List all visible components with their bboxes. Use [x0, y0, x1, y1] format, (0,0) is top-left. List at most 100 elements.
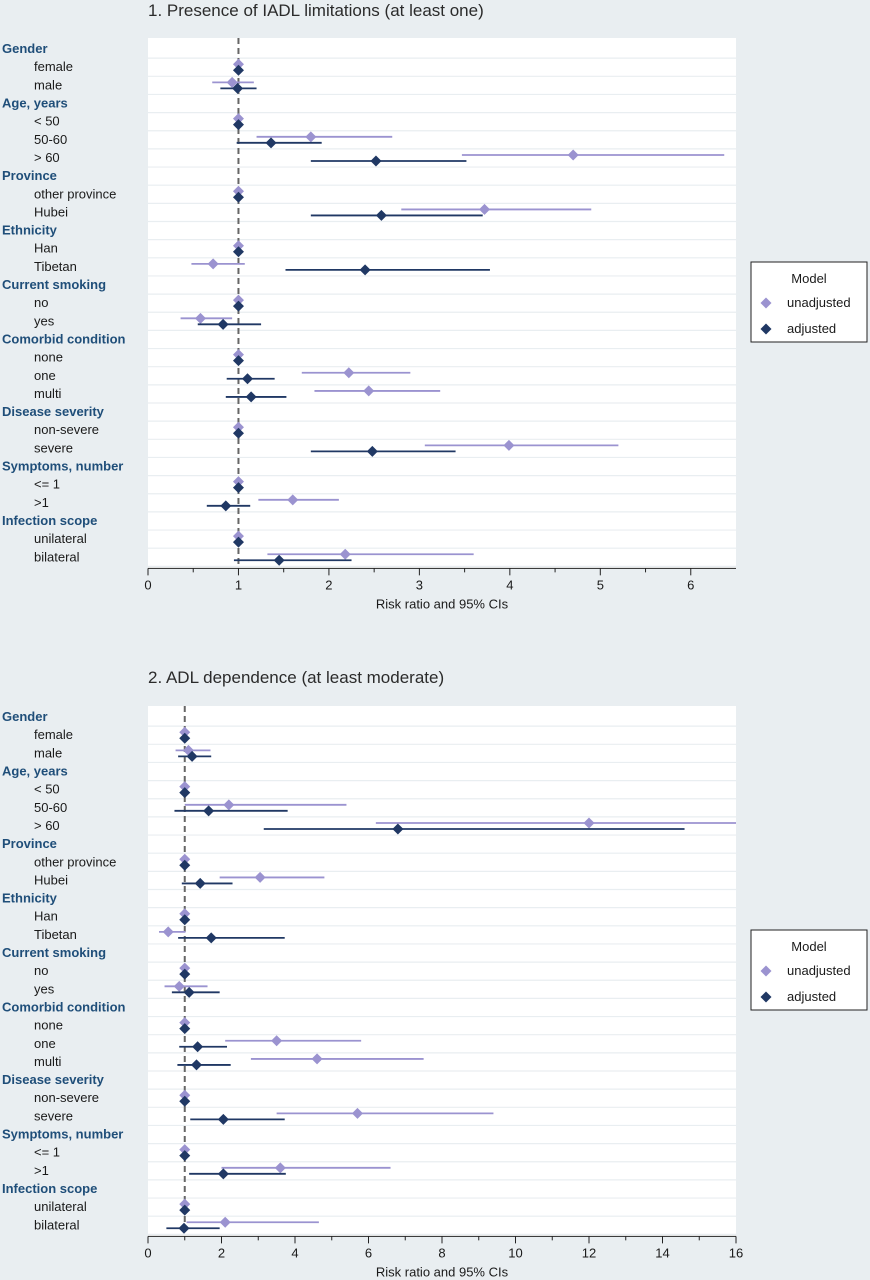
point-adjusted [232, 427, 244, 439]
row-label: yes [34, 981, 55, 996]
point-unadjusted [179, 1017, 191, 1029]
point-adjusted [375, 209, 387, 221]
point-adjusted [232, 300, 244, 312]
group-label: Gender [2, 709, 48, 724]
row-label: female [34, 727, 73, 742]
group-label: Symptoms, number [2, 459, 123, 474]
row-label: Han [34, 909, 58, 924]
point-unadjusted [232, 240, 244, 252]
row-label: < 50 [34, 114, 60, 129]
x-tick-label: 4 [506, 577, 513, 592]
point-unadjusted [162, 926, 174, 938]
row-label: Han [34, 241, 58, 256]
point-unadjusted [583, 817, 595, 829]
row-label: non-severe [34, 422, 99, 437]
point-unadjusted [363, 385, 375, 397]
row-label: male [34, 77, 62, 92]
x-tick-label: 0 [144, 1245, 151, 1260]
row-label: Hubei [34, 872, 68, 887]
point-adjusted [232, 536, 244, 548]
point-adjusted [232, 355, 244, 367]
group-label: Age, years [2, 96, 68, 111]
point-adjusted [192, 1041, 204, 1053]
group-label: Symptoms, number [2, 1127, 123, 1142]
legend-label-unadjusted: unadjusted [787, 295, 851, 310]
legend-title: Model [791, 939, 827, 954]
point-unadjusted [179, 1144, 191, 1156]
group-label: Province [2, 836, 57, 851]
point-adjusted [273, 554, 285, 566]
point-adjusted [220, 500, 232, 512]
row-label: < 50 [34, 782, 60, 797]
row-label: yes [34, 313, 55, 328]
x-tick-label: 2 [218, 1245, 225, 1260]
point-adjusted [179, 1095, 191, 1107]
point-unadjusted [232, 530, 244, 542]
x-tick-label: 6 [365, 1245, 372, 1260]
point-unadjusted [351, 1107, 363, 1119]
x-tick-label: 2 [325, 577, 332, 592]
legend-label-adjusted: adjusted [787, 989, 836, 1004]
row-label: unilateral [34, 531, 87, 546]
point-adjusted [179, 787, 191, 799]
point-unadjusted [232, 476, 244, 488]
point-unadjusted [232, 58, 244, 70]
point-adjusted [265, 137, 277, 149]
point-adjusted [178, 1222, 190, 1234]
group-label: Ethnicity [2, 891, 58, 906]
point-adjusted [242, 373, 254, 385]
row-label: <= 1 [34, 1145, 60, 1160]
point-unadjusted [311, 1053, 323, 1065]
row-label: >1 [34, 495, 49, 510]
point-adjusted [232, 64, 244, 76]
row-label: Tibetan [34, 927, 77, 942]
point-unadjusted [179, 781, 191, 793]
row-label: multi [34, 386, 62, 401]
row-label: 50-60 [34, 800, 67, 815]
point-unadjusted [207, 258, 219, 270]
panel-title: 2. ADL dependence (at least moderate) [148, 668, 444, 687]
x-axis-title: Risk ratio and 95% CIs [376, 1264, 509, 1279]
point-unadjusted [179, 853, 191, 865]
point-adjusted [191, 1059, 203, 1071]
row-label: Hubei [34, 204, 68, 219]
point-adjusted [359, 264, 371, 276]
point-unadjusted [232, 113, 244, 125]
point-adjusted [186, 750, 198, 762]
row-label: no [34, 295, 48, 310]
point-unadjusted [173, 980, 185, 992]
row-label: bilateral [34, 549, 80, 564]
x-tick-label: 10 [508, 1245, 522, 1260]
plot-area [148, 38, 736, 569]
point-unadjusted [232, 185, 244, 197]
point-unadjusted [232, 294, 244, 306]
point-unadjusted [232, 349, 244, 361]
group-label: Gender [2, 41, 48, 56]
point-adjusted [179, 1023, 191, 1035]
point-unadjusted [179, 908, 191, 920]
row-label: one [34, 1036, 56, 1051]
row-label: severe [34, 440, 73, 455]
point-adjusted [232, 82, 244, 94]
point-unadjusted [254, 871, 266, 883]
point-unadjusted [287, 494, 299, 506]
point-adjusted [179, 859, 191, 871]
row-label: > 60 [34, 150, 60, 165]
legend-marker-unadjusted [760, 965, 772, 977]
x-tick-label: 1 [235, 577, 242, 592]
group-label: Current smoking [2, 277, 106, 292]
plot-area [148, 706, 736, 1237]
row-label: other province [34, 854, 116, 869]
row-label: >1 [34, 1163, 49, 1178]
legend-marker-adjusted [760, 991, 772, 1003]
row-label: none [34, 1018, 63, 1033]
row-label: non-severe [34, 1090, 99, 1105]
x-tick-label: 8 [438, 1245, 445, 1260]
x-axis-title: Risk ratio and 95% CIs [376, 596, 509, 611]
x-tick-label: 16 [729, 1245, 743, 1260]
point-adjusted [366, 445, 378, 457]
point-unadjusted [305, 131, 317, 143]
group-label: Disease severity [2, 1072, 105, 1087]
